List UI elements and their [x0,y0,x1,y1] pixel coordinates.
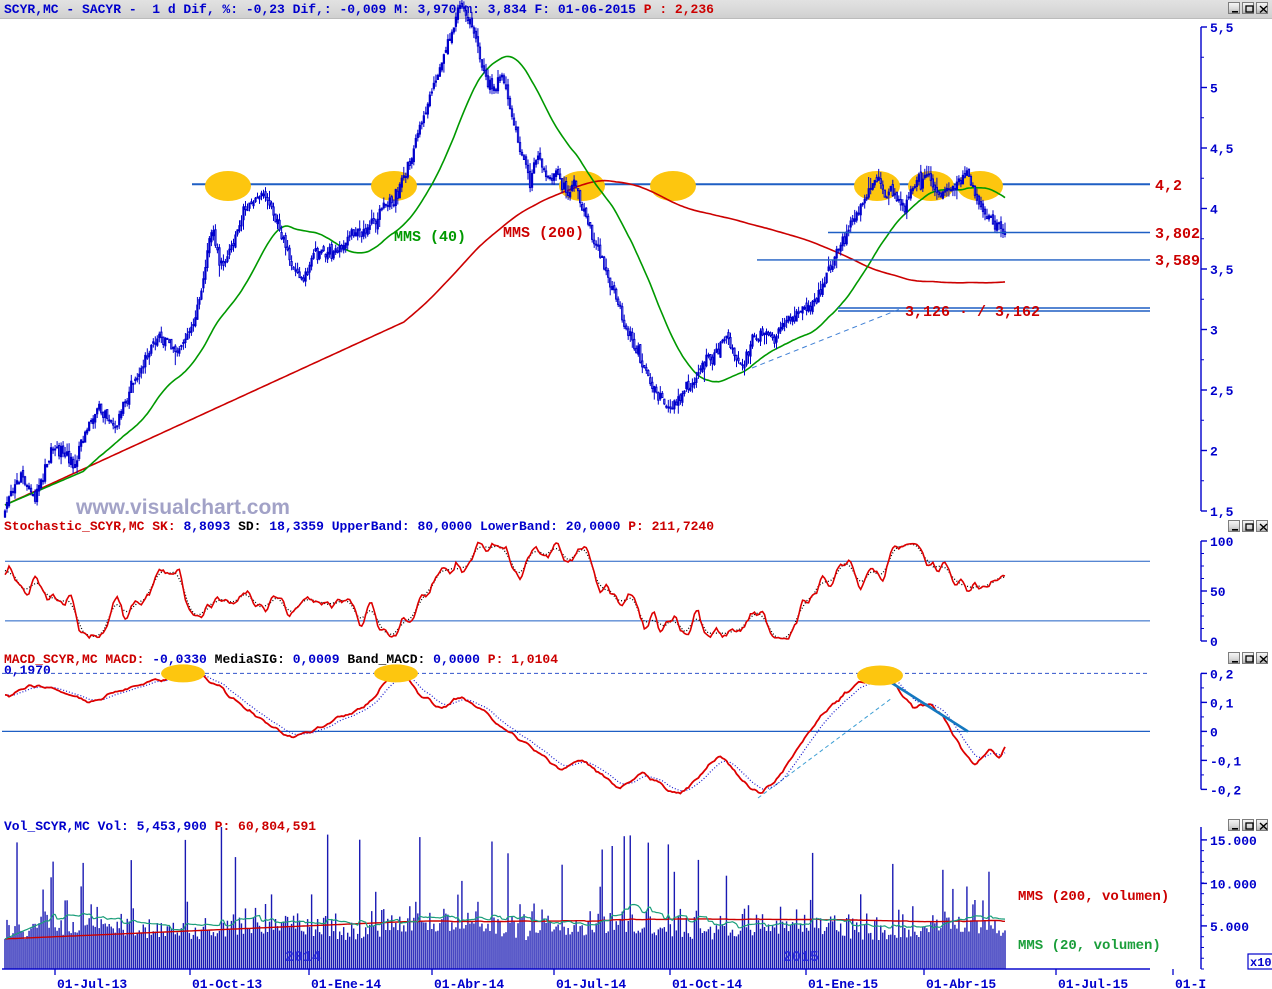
svg-text:MMS (200): MMS (200) [503,225,584,242]
svg-text:3,126 · / 3,162: 3,126 · / 3,162 [905,304,1040,321]
svg-text:01-Oct-14: 01-Oct-14 [672,977,742,989]
svg-text:01-Abr-15: 01-Abr-15 [926,977,996,989]
svg-text:4,2: 4,2 [1155,178,1182,195]
svg-text:01-Jul-13: 01-Jul-13 [57,977,127,989]
svg-text:3,802: 3,802 [1155,226,1200,243]
svg-text:01-Abr-14: 01-Abr-14 [434,977,504,989]
svg-text:3,589: 3,589 [1155,253,1200,270]
svg-text:01-Ene-15: 01-Ene-15 [808,977,878,989]
svg-text:www.visualchart.com: www.visualchart.com [75,496,290,519]
svg-text:01-I: 01-I [1175,977,1206,989]
svg-text:01-Jul-15: 01-Jul-15 [1058,977,1128,989]
svg-text:MMS (40): MMS (40) [394,229,466,246]
svg-text:01-Jul-14: 01-Jul-14 [556,977,626,989]
svg-text:01-Ene-14: 01-Ene-14 [311,977,381,989]
svg-text:01-Oct-13: 01-Oct-13 [192,977,262,989]
